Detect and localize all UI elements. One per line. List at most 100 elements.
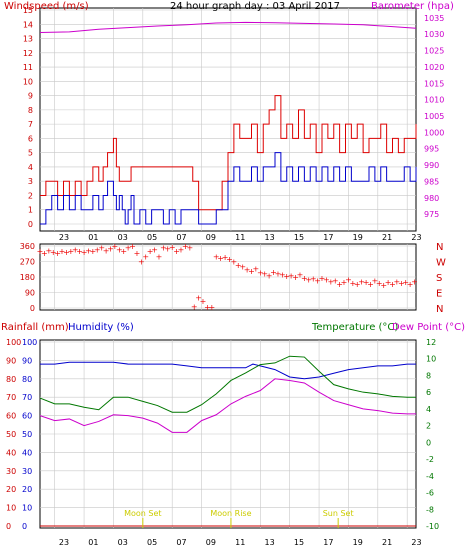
direction-point: +	[402, 278, 409, 287]
temperature-tick-label: 2	[426, 422, 431, 431]
temperature-tick-label: 10	[426, 355, 436, 364]
direction-point: +	[195, 294, 202, 303]
direction-point: +	[37, 247, 44, 256]
direction-point: +	[314, 276, 321, 285]
barometer-tick-label: 985	[424, 177, 439, 186]
chart-marks: ++++++++++++++++++++++++++++++++++++++++…	[37, 21, 418, 528]
x-tick-label: 09	[206, 233, 216, 242]
x-tick-label: 11	[235, 538, 245, 547]
rainfall-tick-label: 10	[6, 504, 16, 513]
windspeed-tick-label: 6	[28, 134, 33, 143]
barometer-tick-label: 1015	[424, 79, 444, 88]
direction-point: +	[323, 276, 330, 285]
x-tick-label: 23	[59, 538, 69, 547]
rainfall-tick-label: 60	[6, 412, 16, 421]
direction-point: +	[200, 297, 207, 306]
direction-point: +	[213, 252, 220, 261]
humidity-tick-label: 10	[22, 504, 32, 513]
temperature-tick-label: 12	[426, 338, 436, 347]
direction-point: +	[231, 258, 238, 267]
direction-point: +	[301, 274, 308, 283]
x-tick-label: 05	[147, 233, 157, 242]
x-tick-label: 05	[147, 538, 157, 547]
direction-point: +	[107, 245, 114, 254]
direction-tick-label: 90	[25, 289, 35, 298]
barometer-tick-label: 980	[424, 194, 439, 203]
x-tick-label: 23	[59, 233, 69, 242]
astro-annotation: Sun Set	[323, 509, 354, 518]
windspeed-tick-label: 13	[23, 35, 33, 44]
temperature-series-line	[39, 355, 416, 413]
dewpoint-axis-title: Dew Point (°C)	[392, 322, 465, 333]
windspeed-tick-label: 3	[28, 177, 33, 186]
barometer-tick-label: 1000	[424, 128, 444, 137]
direction-point: +	[376, 279, 383, 288]
direction-point: +	[160, 244, 167, 253]
direction-point: +	[76, 247, 83, 256]
barometer-tick-label: 1035	[424, 14, 444, 23]
x-tick-label: 23	[411, 538, 421, 547]
direction-point: +	[120, 247, 127, 256]
direction-point: +	[164, 245, 171, 254]
direction-point: +	[380, 281, 387, 290]
direction-point: +	[191, 302, 198, 311]
windspeed-tick-label: 14	[23, 20, 33, 29]
direction-point: +	[305, 276, 312, 285]
x-tick-label: 09	[206, 538, 216, 547]
x-tick-label: 21	[382, 233, 392, 242]
direction-point: +	[138, 258, 145, 267]
compass-label: S	[436, 273, 442, 284]
direction-point: +	[173, 247, 180, 256]
direction-point: +	[94, 245, 101, 254]
rainfall-tick-label: 70	[6, 393, 16, 402]
temperature-tick-label: 8	[426, 371, 431, 380]
direction-point: +	[217, 254, 224, 263]
temperature-tick-label: -4	[426, 472, 434, 481]
direction-point: +	[59, 247, 66, 256]
direction-point: +	[116, 245, 123, 254]
humidity-series-line	[40, 361, 416, 380]
direction-point: +	[239, 263, 246, 272]
direction-point: +	[398, 279, 405, 288]
temperature-tick-label: 0	[426, 438, 431, 447]
axis-ticks: 0123456789101112131415975980985990995100…	[6, 6, 446, 547]
direction-point: +	[372, 276, 379, 285]
compass-label: N	[436, 304, 443, 315]
direction-point: +	[129, 242, 136, 251]
chart-title: 24 hour graph day : 03 April 2017	[170, 1, 340, 12]
direction-point: +	[358, 277, 365, 286]
direction-point: +	[178, 245, 185, 254]
direction-point: +	[332, 276, 339, 285]
direction-point: +	[103, 246, 110, 255]
direction-point: +	[142, 252, 149, 261]
rainfall-axis-title: Rainfall (mm)	[1, 322, 69, 333]
direction-tick-label: 180	[20, 273, 35, 282]
humidity-tick-label: 50	[22, 430, 32, 439]
x-tick-label: 19	[353, 538, 363, 547]
direction-point: +	[169, 243, 176, 252]
temperature-tick-label: 4	[426, 405, 431, 414]
gust-series-line	[40, 95, 417, 211]
windspeed-tick-label: 2	[28, 191, 33, 200]
direction-point: +	[394, 277, 401, 286]
direction-point: +	[81, 248, 88, 257]
humidity-tick-label: 80	[22, 375, 32, 384]
temperature-tick-label: -6	[426, 489, 434, 498]
windspeed-tick-label: 1	[28, 206, 33, 215]
direction-point: +	[151, 245, 158, 254]
direction-point: +	[283, 272, 290, 281]
grid-lines	[40, 8, 416, 528]
direction-point: +	[292, 273, 299, 282]
windspeed-tick-label: 8	[28, 106, 33, 115]
direction-point: +	[253, 264, 260, 273]
direction-tick-label: 270	[20, 258, 35, 267]
barometer-tick-label: 1010	[424, 96, 444, 105]
x-tick-label: 15	[294, 233, 304, 242]
barometer-tick-label: 1025	[424, 47, 444, 56]
rainfall-tick-label: 50	[6, 430, 16, 439]
rainfall-tick-label: 90	[6, 356, 16, 365]
direction-point: +	[226, 255, 233, 264]
direction-point: +	[288, 271, 295, 280]
humidity-axis-title: Humidity (%)	[68, 322, 134, 333]
